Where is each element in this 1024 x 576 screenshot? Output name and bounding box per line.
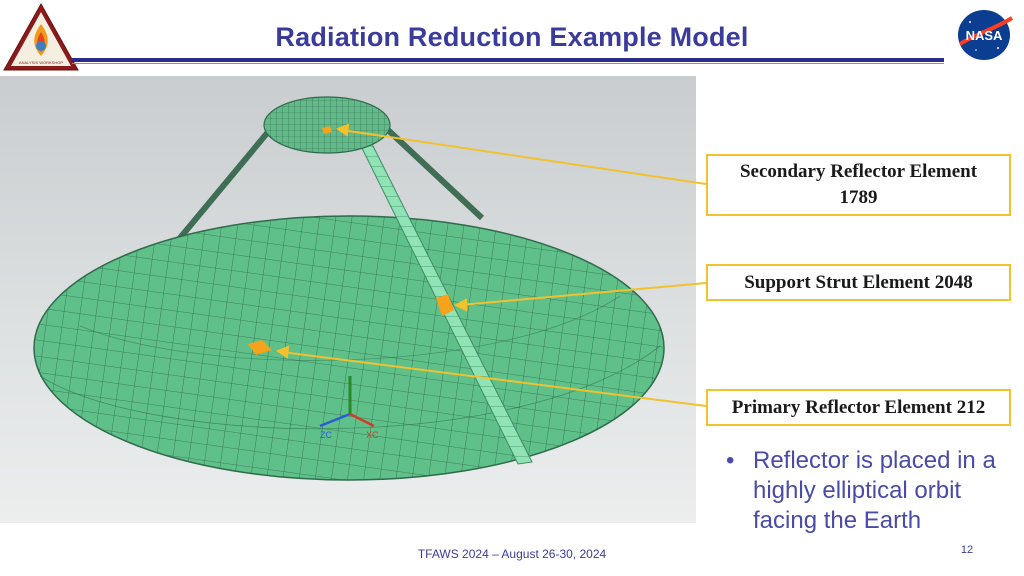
leader-primary-arrow: [275, 345, 290, 359]
title-underline: [72, 58, 944, 62]
title-underline-thin: [72, 63, 944, 64]
support-strut-right: [385, 127, 485, 221]
strut-element-highlight: [436, 294, 454, 316]
leader-strut: [459, 282, 707, 306]
bullet-marker: •: [726, 447, 735, 474]
reflector-model-view: ZC XC: [0, 76, 696, 523]
secondary-reflector: [263, 96, 391, 154]
secondary-element-highlight: [322, 126, 332, 134]
leader-secondary-arrow: [335, 123, 350, 137]
tfaws-logo: ANALYSIS WORKSHOP: [2, 2, 80, 74]
leader-primary: [281, 351, 707, 407]
axis-label-zc: ZC: [320, 430, 332, 440]
axis-z: [319, 412, 351, 428]
nasa-logo: NASA: [954, 8, 1014, 62]
callout-secondary-reflector: Secondary Reflector Element 1789: [706, 154, 1011, 216]
callout-support-strut: Support Strut Element 2048: [706, 264, 1011, 301]
callout-primary-reflector: Primary Reflector Element 212: [706, 389, 1011, 426]
svg-text:ANALYSIS WORKSHOP: ANALYSIS WORKSHOP: [19, 60, 63, 65]
page-title: Radiation Reduction Example Model: [275, 22, 749, 52]
leader-strut-arrow: [453, 298, 467, 312]
nasa-logo-text: NASA: [966, 28, 1003, 43]
axis-x: [349, 412, 375, 428]
axis-label-xc: XC: [366, 430, 379, 440]
footer-text: TFAWS 2024 – August 26-30, 2024: [417, 547, 607, 561]
primary-element-highlight: [248, 340, 272, 355]
callout-primary-text: Primary Reflector Element 212: [731, 396, 986, 418]
page-number: 12: [960, 544, 974, 556]
callout-strut-text: Support Strut Element 2048: [744, 271, 973, 293]
callout-secondary-text: Secondary Reflector Element 1789: [739, 161, 978, 208]
bullet-text: Reflector is placed in a highly elliptic…: [753, 447, 996, 534]
leader-secondary: [341, 129, 707, 185]
